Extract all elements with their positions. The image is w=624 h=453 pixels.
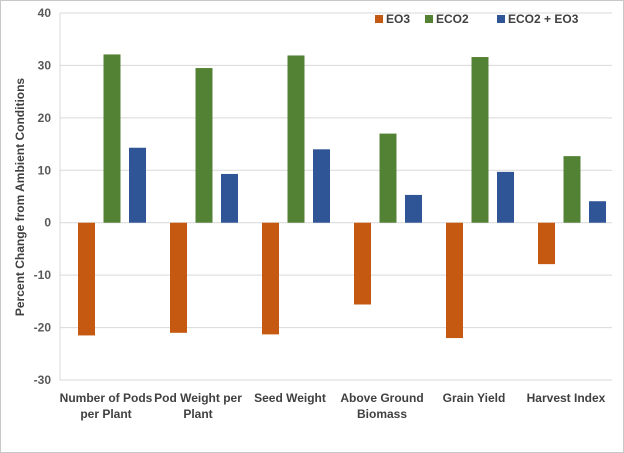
bar [313,149,330,223]
x-category-label: Seed Weight [254,391,326,405]
bar [170,222,187,333]
y-tick-label: -20 [34,321,52,335]
legend-label: ECO2 + EO3 [508,12,579,26]
bar [287,55,305,223]
bar [446,222,463,339]
bar [195,68,213,223]
x-category-label: Biomass [357,407,407,421]
legend-label: ECO2 [436,12,469,26]
bar [379,133,397,223]
x-category-label: Harvest Index [527,391,606,405]
bar [354,222,371,305]
bar [471,57,489,223]
x-axis-categories: Number of Pods per Plant Pod Weight per Pla… [60,391,606,421]
y-axis-ticks: -30 -20 -10 0 10 20 30 40 [34,6,52,387]
x-category-label: Plant [183,407,212,421]
y-tick-label: 40 [38,6,52,20]
bar [221,173,238,223]
y-tick-label: 0 [44,216,51,230]
gridlines [59,12,612,381]
bar [563,156,581,223]
y-tick-label: 20 [38,111,52,125]
y-tick-label: -10 [34,268,52,282]
bar [589,201,606,223]
x-category-label: Above Ground [340,391,423,405]
bar [262,222,279,335]
bar [103,54,121,223]
y-axis-title: Percent Change from Ambient Conditions [13,78,27,317]
bar [538,222,555,265]
legend-swatch [425,15,433,23]
bar [78,222,95,336]
legend-swatch [375,15,383,23]
bar [497,171,514,223]
bar [405,194,422,223]
x-category-label: Number of Pods [60,391,153,405]
x-category-label: Pod Weight per [154,391,242,405]
x-category-label: per Plant [80,407,131,421]
bar [129,147,146,223]
x-category-label: Grain Yield [443,391,506,405]
legend-label: EO3 [386,12,410,26]
y-tick-label: 30 [38,58,52,72]
bars [78,54,606,339]
legend-swatch [497,15,505,23]
y-tick-label: 10 [38,163,52,177]
legend: EO3 ECO2 ECO2 + EO3 [375,12,579,26]
y-tick-label: -30 [34,373,52,387]
